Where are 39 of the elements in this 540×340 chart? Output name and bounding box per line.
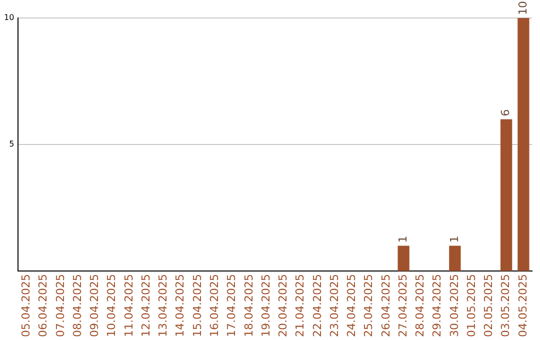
- x-tick-label: 10.04.2025: [105, 274, 118, 338]
- x-tick-label: 12.04.2025: [139, 274, 152, 338]
- x-tick-label: 15.04.2025: [190, 274, 204, 338]
- x-tick-label: 19.04.2025: [259, 274, 272, 338]
- x-tick-label: 18.04.2025: [242, 274, 256, 338]
- y-tick-label: 5: [9, 140, 14, 149]
- x-tick-label: 05.04.2025: [20, 274, 33, 338]
- x-tick-label: 25.04.2025: [362, 274, 376, 338]
- x-tick-label: 09.04.2025: [88, 274, 102, 338]
- x-tick-label: 30.04.2025: [448, 274, 461, 338]
- data-label: 1: [448, 236, 461, 243]
- x-tick-label: 02.05.2025: [482, 274, 496, 338]
- x-tick-label: 28.04.2025: [414, 274, 427, 338]
- x-tick-label: 14.04.2025: [174, 274, 187, 338]
- x-tick-label: 11.04.2025: [122, 274, 136, 338]
- x-tick-label: 23.04.2025: [328, 274, 341, 338]
- x-tick-label: 29.04.2025: [430, 274, 444, 338]
- x-tick-label: 04.05.2025: [516, 274, 530, 338]
- data-label: 10: [516, 1, 530, 15]
- x-tick-label: 08.04.2025: [70, 274, 84, 338]
- x-tick-label: 07.04.2025: [54, 274, 67, 338]
- x-tick-label: 27.04.2025: [396, 274, 410, 338]
- bar: [500, 119, 512, 272]
- data-label: 6: [499, 109, 512, 116]
- x-tick-label: 06.04.2025: [36, 274, 50, 338]
- x-tick-label: 20.04.2025: [276, 274, 290, 338]
- data-label: 1: [396, 236, 410, 243]
- bar: [398, 246, 410, 272]
- x-tick-label: 03.05.2025: [499, 274, 512, 338]
- x-tick-label: 21.04.2025: [294, 274, 307, 338]
- x-tick-label: 16.04.2025: [208, 274, 222, 338]
- x-tick-label: 24.04.2025: [345, 274, 358, 338]
- x-tick-label: 17.04.2025: [225, 274, 238, 338]
- x-tick-label: 22.04.2025: [310, 274, 324, 338]
- x-tick-label: 01.05.2025: [464, 274, 478, 338]
- x-tick-label: 26.04.2025: [379, 274, 392, 338]
- bar: [518, 18, 530, 272]
- bar: [449, 246, 461, 272]
- x-tick-label: 13.04.2025: [156, 274, 170, 338]
